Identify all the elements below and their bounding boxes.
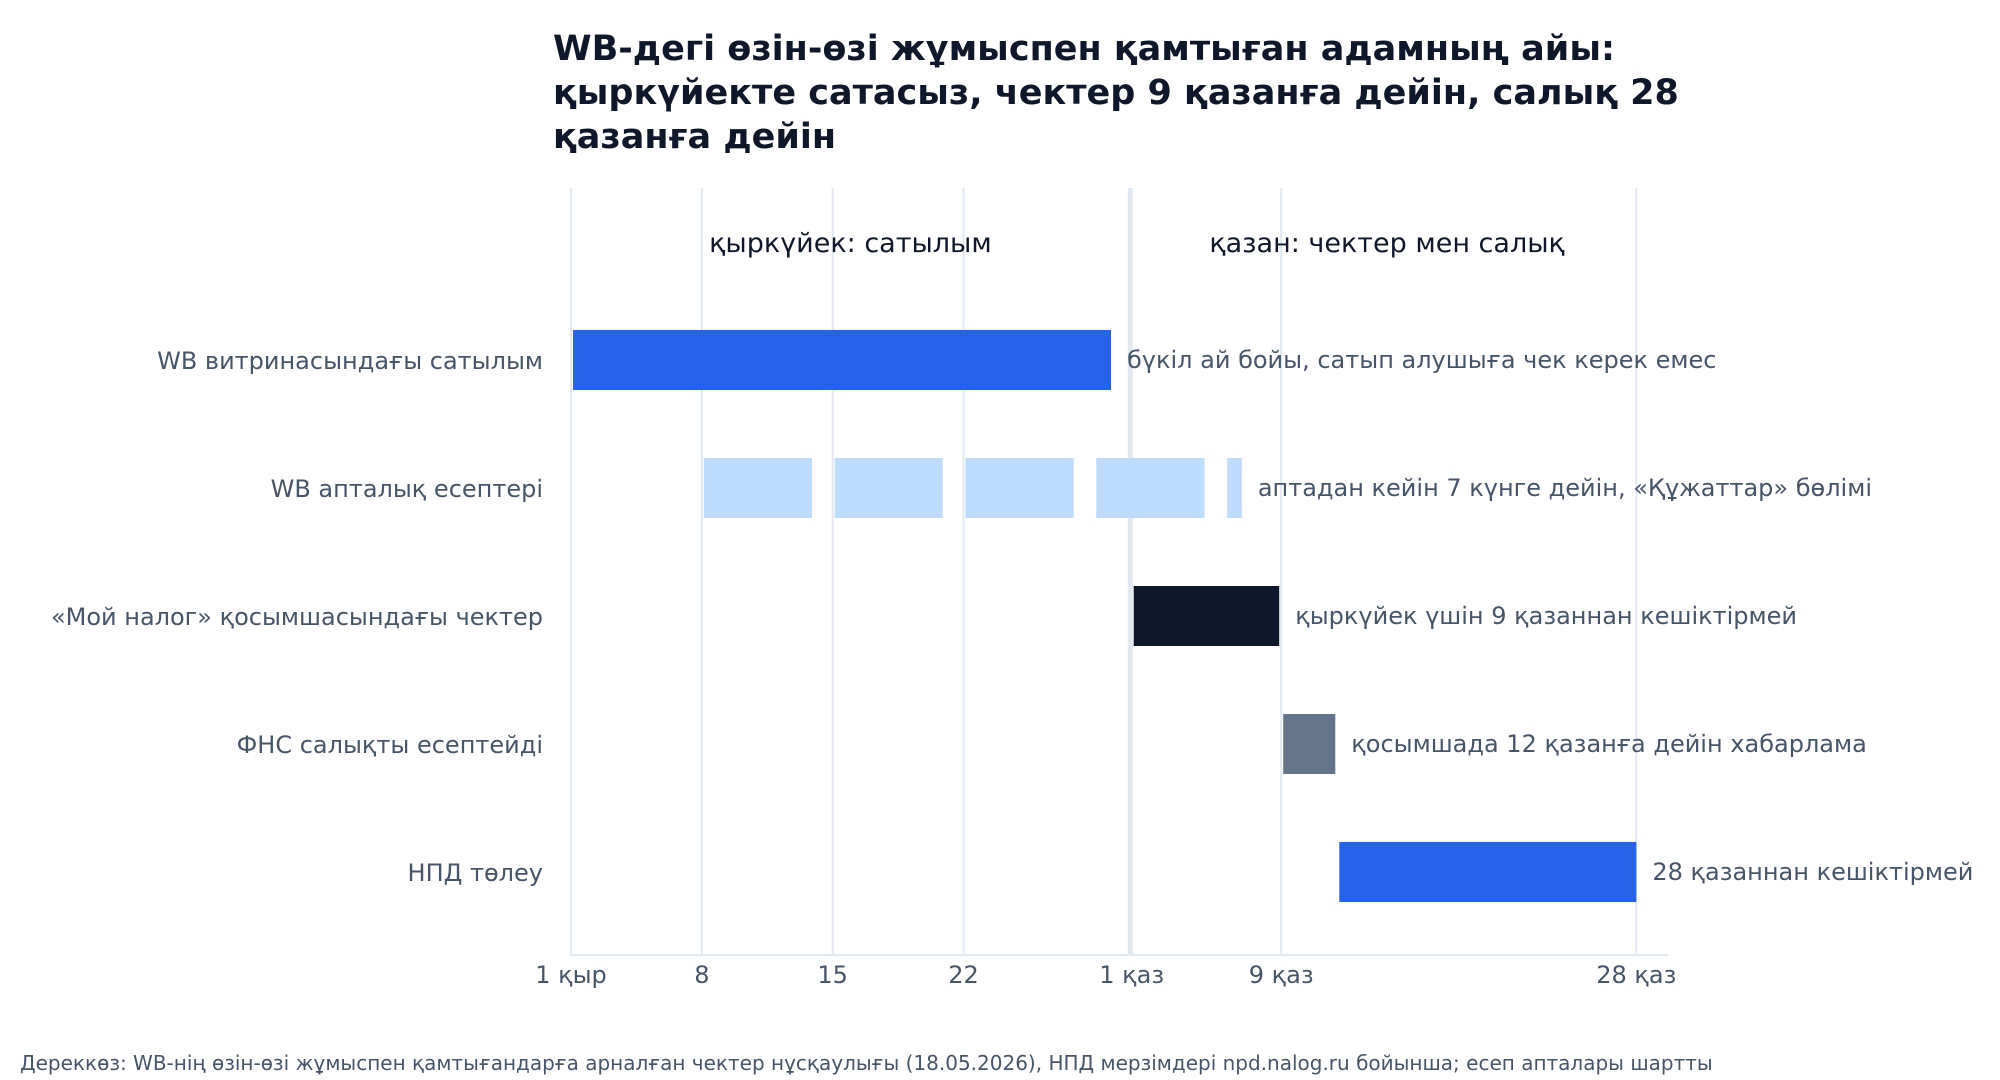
row-label-3: ФНС салықты есептейді [237,731,543,759]
bar-1-0 [703,458,812,518]
grid-lines [570,188,1638,955]
bar-1-3 [1096,458,1205,518]
x-tick-label-0: 1 қыр [535,961,607,989]
row-note-0: бүкіл ай бойы, сатып алушыға чек керек е… [1127,346,1716,374]
row-3: ФНС салықты есептейді қосымшада 12 қазанғ… [237,714,1867,774]
row-note-2: қыркүйек үшін 9 қазаннан кешіктірмей [1295,602,1797,630]
bar-0-0 [573,330,1112,390]
row-2: «Мой налог» қосымшасындағы чектер қыркүйе… [51,586,1797,646]
x-tick-label-6: 28 қаз [1596,961,1676,989]
row-note-1: аптадан кейін 7 күнге дейін, «Құжаттар» … [1258,474,1872,502]
chart-title-line-2: қыркүйекте сатасыз, чектер 9 қазанға дей… [553,73,1679,113]
x-axis: 1 қыр 8 15 22 1 қаз 9 қаз 28 қаз [535,954,1676,989]
period-label-1: қазан: чектер мен салық [1209,228,1565,259]
chart-title-line-1: WB-дегі өзін-өзі жұмыспен қамтыған адамн… [553,29,1615,69]
bar-2-0 [1133,586,1280,646]
row-4: НПД төлеу 28 қазаннан кешіктірмей [408,842,1973,902]
period-label-0: қыркүйек: сатылым [709,228,992,259]
bar-1-1 [834,458,943,518]
row-label-0: WB витринасындағы сатылым [157,347,543,375]
bar-1-2 [965,458,1074,518]
bar-1-4 [1227,458,1242,518]
chart-title-line-3: қазанға дейін [553,117,836,157]
x-tick-label-1: 8 [694,961,709,989]
row-note-3: қосымшада 12 қазанға дейін хабарлама [1351,730,1867,758]
row-1: WB апталық есептері аптадан кейін 7 күнге… [271,458,1872,518]
row-0: WB витринасындағы сатылым бүкіл ай бойы, … [157,330,1716,390]
x-tick-label-4: 1 қаз [1099,961,1164,989]
bar-3-0 [1283,714,1336,774]
row-label-2: «Мой налог» қосымшасындағы чектер [51,603,543,631]
row-label-4: НПД төлеу [408,859,543,887]
chart-rows: WB витринасындағы сатылым бүкіл ай бойы, … [51,330,1973,902]
period-labels: қыркүйек: сатылым қазан: чектер мен салық [709,228,1565,259]
x-tick-label-2: 15 [817,961,848,989]
chart-title: WB-дегі өзін-өзі жұмыспен қамтыған адамн… [553,29,1679,157]
x-tick-label-5: 9 қаз [1249,961,1314,989]
bar-4-0 [1339,842,1637,902]
x-tick-label-3: 22 [948,961,979,989]
source-note: Дереккөз: WB-нің өзін-өзі жұмыспен қамты… [20,1051,1713,1075]
row-note-4: 28 қазаннан кешіктірмей [1652,858,1973,886]
row-label-1: WB апталық есептері [271,475,543,503]
